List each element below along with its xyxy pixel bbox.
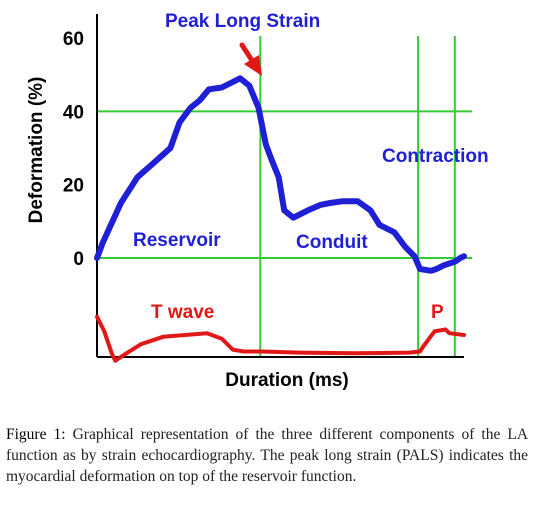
caption-text: Graphical representation of the three di… — [6, 426, 529, 485]
figure-caption: Figure 1: Graphical representation of th… — [6, 424, 528, 487]
y-tick-labels: 60 40 20 0 — [63, 29, 84, 270]
ecg-curve — [95, 314, 466, 363]
reservoir-label: Reservoir — [133, 230, 221, 251]
contraction-label: Contraction — [382, 146, 489, 167]
y-tick-label: 20 — [63, 176, 84, 197]
t-wave-label: T wave — [151, 302, 214, 323]
peak-arrow — [239, 42, 262, 76]
y-tick-label: 40 — [63, 102, 84, 123]
conduit-label: Conduit — [296, 232, 368, 253]
peak-annotation: Peak Long Strain — [165, 11, 320, 32]
caption-label: Figure 1: — [6, 426, 66, 443]
p-wave-label: P — [431, 302, 444, 323]
strain-chart: 60 40 20 0 Deformation (%) Duration (ms) Pe… — [26, 11, 489, 391]
y-axis-label: Deformation (%) — [26, 77, 47, 224]
x-axis-label: Duration (ms) — [225, 370, 349, 391]
y-tick-label: 0 — [73, 249, 84, 270]
guide-lines — [97, 36, 472, 356]
strain-curve — [94, 75, 467, 274]
y-tick-label: 60 — [63, 29, 84, 50]
